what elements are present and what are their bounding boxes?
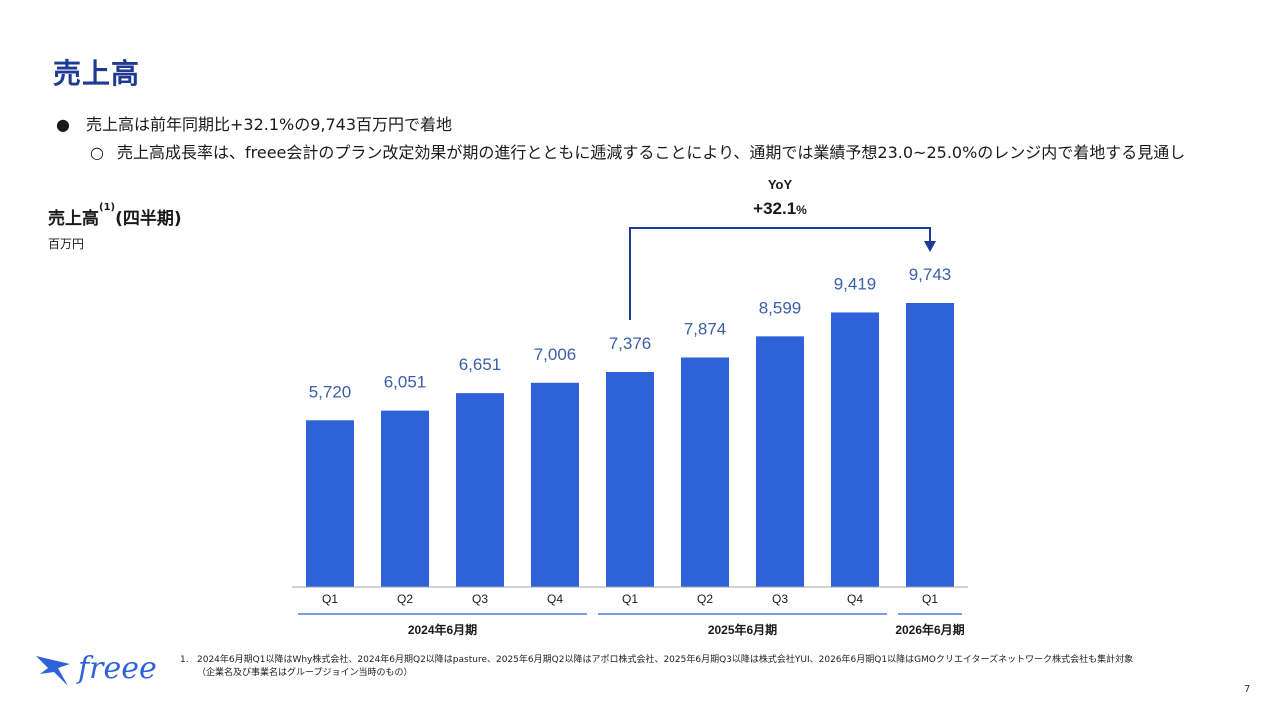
page-number: 7 <box>1244 684 1251 695</box>
bar-9 <box>906 303 954 587</box>
value-label-6: 7,874 <box>684 319 727 338</box>
value-label-2: 6,051 <box>384 373 427 392</box>
value-label-5: 7,376 <box>609 334 652 353</box>
value-label-8: 9,419 <box>834 274 877 293</box>
value-label-9: 9,743 <box>909 265 952 284</box>
bar-5 <box>606 371 654 587</box>
footnote-line-2: （企業名及び事業名はグループジョイン当時のもの） <box>197 668 413 678</box>
bar-1 <box>306 420 354 587</box>
yoy-label: YoY <box>768 177 793 192</box>
value-label-1: 5,720 <box>309 382 352 401</box>
chart-unit: 百万円 <box>48 237 85 251</box>
bird-icon <box>36 656 70 686</box>
bar-6 <box>681 357 729 587</box>
x-tick-label-2: Q2 <box>397 592 413 606</box>
bar-4 <box>531 382 579 587</box>
chart-title: 売上高(1)(四半期) <box>48 202 182 229</box>
yoy-value: +32.1% <box>753 199 807 218</box>
group-label-3: 2026年6月期 <box>895 622 964 637</box>
logo-wordmark: freee <box>76 651 157 686</box>
x-tick-label-1: Q1 <box>322 592 338 606</box>
bullet-dot: ● <box>56 115 70 134</box>
bullet-circle: ○ <box>90 143 104 162</box>
yoy-bracket <box>629 227 931 320</box>
x-tick-label-5: Q1 <box>622 592 638 606</box>
yoy-value-number: +32.1 <box>753 199 796 218</box>
bar-7 <box>756 336 804 587</box>
bullet-main-text: 売上高は前年同期比+32.1%の9,743百万円で着地 <box>86 115 453 134</box>
group-label-2: 2025年6月期 <box>708 622 777 637</box>
chart-title-suffix: (四半期) <box>115 209 182 229</box>
group-label-1: 2024年6月期 <box>408 622 477 637</box>
x-tick-label-8: Q4 <box>847 592 863 606</box>
x-tick-label-4: Q4 <box>547 592 563 606</box>
bar-2 <box>381 410 429 587</box>
value-label-4: 7,006 <box>534 345 577 364</box>
chart-title-text: 売上高 <box>48 209 99 229</box>
footnote-number: 1. <box>180 655 189 665</box>
freee-logo: freee <box>36 651 157 686</box>
value-label-7: 8,599 <box>759 298 802 317</box>
chart-title-footnote-ref: (1) <box>99 202 116 213</box>
x-tick-label-6: Q2 <box>697 592 713 606</box>
x-tick-label-9: Q1 <box>922 592 938 606</box>
bullet-sub-text: 売上高成長率は、freee会計のプラン改定効果が期の進行とともに逓減することによ… <box>117 143 1186 162</box>
bar-3 <box>456 393 504 587</box>
yoy-arrowhead <box>924 241 936 252</box>
bar-8 <box>831 312 879 587</box>
x-tick-label-7: Q3 <box>772 592 788 606</box>
page-title: 売上高 <box>53 57 141 90</box>
footnote-line-1: 2024年6月期Q1以降はWhy株式会社、2024年6月期Q2以降はpastur… <box>197 655 1134 665</box>
value-label-3: 6,651 <box>459 355 502 374</box>
yoy-value-unit: % <box>796 203 807 217</box>
x-tick-label-3: Q3 <box>472 592 488 606</box>
